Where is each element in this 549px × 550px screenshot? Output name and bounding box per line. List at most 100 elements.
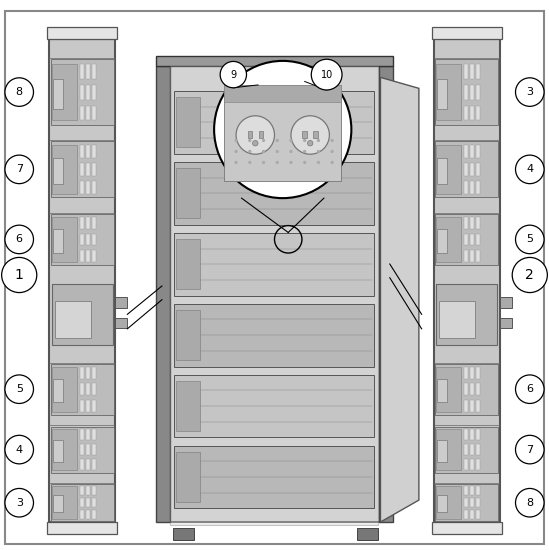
Bar: [86, 163, 89, 176]
Bar: [470, 250, 474, 262]
Bar: [170, 67, 378, 525]
Bar: [437, 158, 447, 184]
Bar: [53, 158, 63, 184]
Bar: [259, 130, 263, 138]
Text: 4: 4: [526, 164, 533, 174]
Bar: [51, 485, 114, 521]
Bar: [464, 234, 468, 245]
Bar: [470, 430, 474, 440]
Bar: [86, 85, 89, 100]
Circle shape: [262, 150, 265, 153]
Bar: [225, 85, 341, 102]
Bar: [176, 97, 200, 147]
Bar: [476, 498, 480, 507]
Bar: [80, 367, 83, 378]
Bar: [470, 64, 474, 79]
Bar: [80, 106, 83, 120]
Bar: [476, 250, 480, 262]
Bar: [86, 217, 89, 229]
Bar: [464, 367, 468, 378]
Bar: [174, 375, 374, 437]
Bar: [436, 64, 461, 120]
Circle shape: [516, 155, 544, 184]
Circle shape: [317, 139, 320, 142]
Circle shape: [234, 161, 238, 164]
Circle shape: [5, 375, 33, 404]
Circle shape: [516, 435, 544, 464]
Circle shape: [307, 140, 313, 146]
Bar: [86, 106, 89, 120]
Bar: [470, 400, 474, 411]
Bar: [86, 181, 89, 194]
Bar: [174, 233, 374, 295]
Bar: [464, 106, 468, 120]
Text: 7: 7: [526, 444, 533, 455]
Bar: [80, 459, 83, 470]
Text: 9: 9: [230, 70, 237, 80]
Bar: [80, 163, 83, 176]
Bar: [464, 510, 468, 519]
Bar: [80, 85, 83, 100]
Bar: [86, 510, 89, 519]
Bar: [92, 444, 96, 455]
Bar: [464, 181, 468, 194]
Text: 4: 4: [16, 444, 23, 455]
Bar: [92, 459, 96, 470]
Bar: [464, 400, 468, 411]
Bar: [51, 59, 114, 125]
Bar: [176, 452, 200, 502]
Bar: [156, 67, 170, 522]
Circle shape: [289, 150, 293, 153]
Bar: [80, 444, 83, 455]
Bar: [92, 217, 96, 229]
Bar: [500, 318, 512, 328]
Bar: [174, 162, 374, 224]
Bar: [174, 91, 374, 154]
Bar: [52, 367, 77, 411]
Bar: [52, 284, 113, 345]
Bar: [51, 214, 114, 265]
Bar: [302, 130, 307, 138]
Bar: [86, 400, 89, 411]
Circle shape: [5, 78, 33, 106]
Bar: [86, 444, 89, 455]
Bar: [176, 239, 200, 289]
Bar: [434, 39, 500, 522]
Bar: [470, 106, 474, 120]
Bar: [225, 85, 341, 181]
Circle shape: [236, 116, 274, 154]
Bar: [439, 301, 475, 338]
Bar: [464, 163, 468, 176]
Circle shape: [248, 150, 251, 153]
Circle shape: [289, 161, 293, 164]
Bar: [174, 304, 374, 366]
Bar: [80, 400, 83, 411]
Bar: [476, 163, 480, 176]
Bar: [92, 106, 96, 120]
Bar: [174, 446, 374, 508]
Circle shape: [516, 225, 544, 254]
Bar: [86, 498, 89, 507]
Circle shape: [317, 161, 320, 164]
Circle shape: [516, 375, 544, 404]
Bar: [156, 57, 393, 67]
Text: 3: 3: [16, 498, 23, 508]
Circle shape: [276, 161, 279, 164]
Bar: [432, 27, 502, 39]
Bar: [51, 141, 114, 197]
Bar: [92, 383, 96, 395]
Circle shape: [330, 139, 334, 142]
Bar: [436, 284, 497, 345]
Bar: [52, 64, 77, 120]
Bar: [436, 145, 461, 194]
Bar: [47, 522, 117, 534]
Circle shape: [317, 150, 320, 153]
Bar: [53, 79, 63, 109]
Circle shape: [276, 139, 279, 142]
Bar: [436, 487, 461, 519]
Bar: [80, 430, 83, 440]
Bar: [53, 229, 63, 252]
Bar: [464, 85, 468, 100]
Circle shape: [330, 161, 334, 164]
Bar: [176, 310, 200, 360]
